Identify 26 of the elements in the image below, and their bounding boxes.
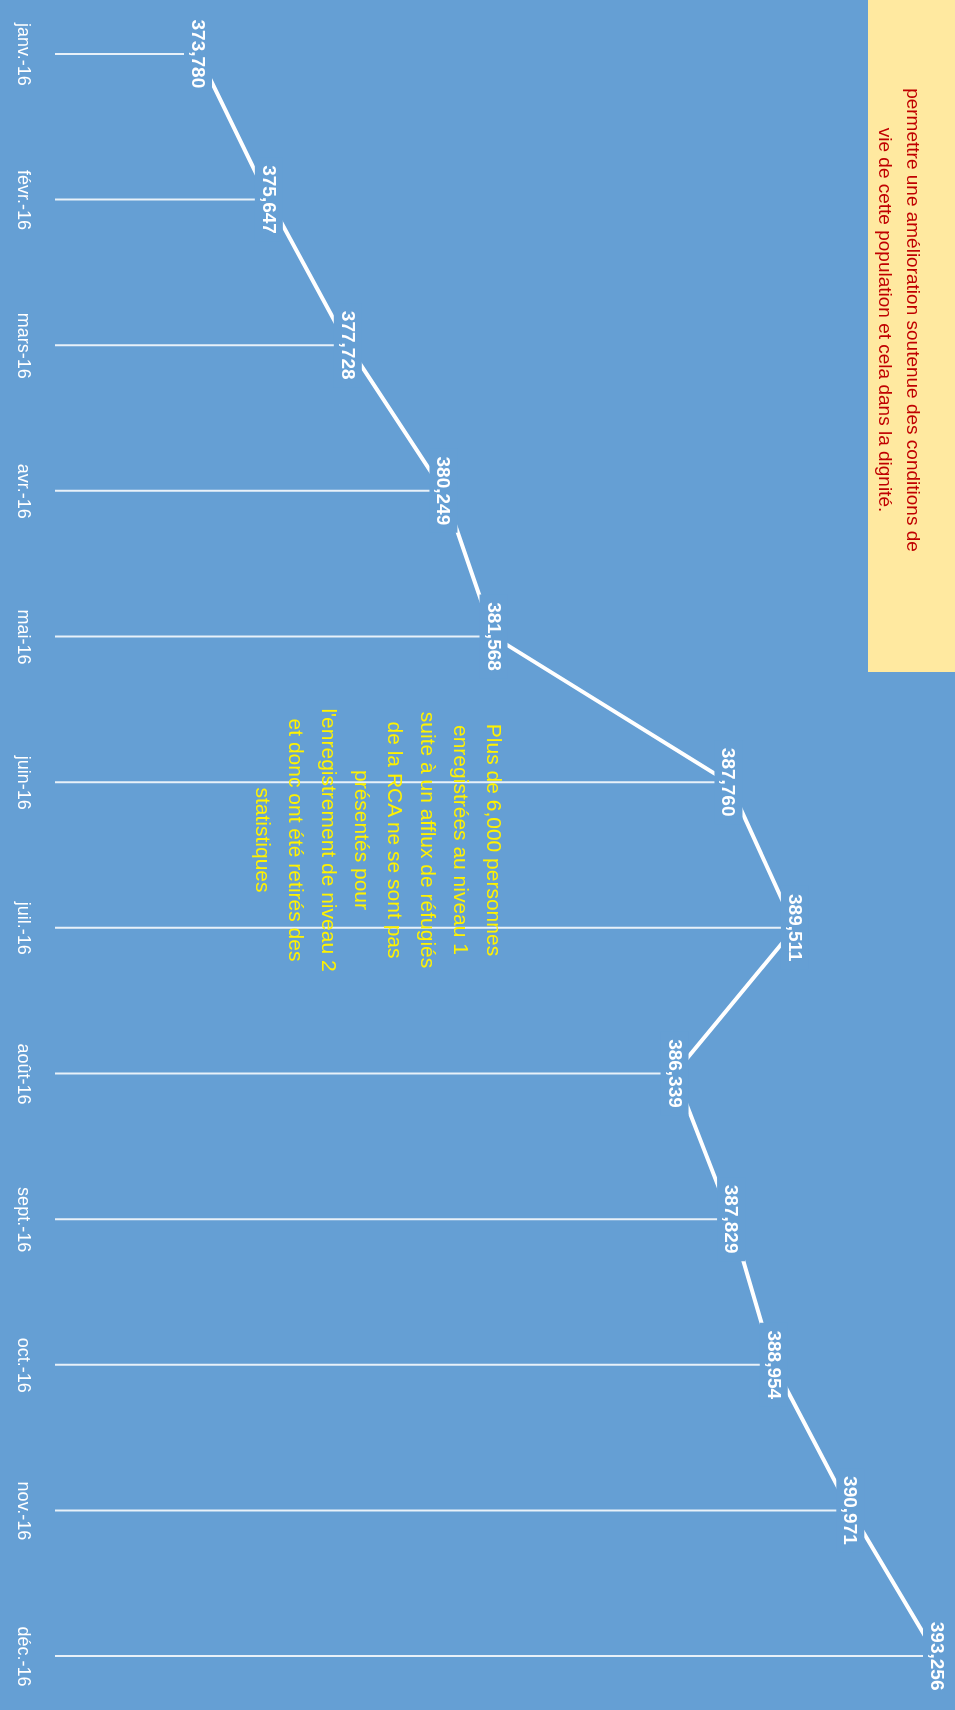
- data-label: 377,728: [337, 310, 359, 380]
- annotation: Plus de 6,000 personnes enregistrées au niveau 1 suite à un afflux de réfugiés de la RCA ne se sont pas présentés pour l'enregistrement de niveau 2 et donc ont été retirés des statistiques: [252, 708, 506, 972]
- data-label: 387,760: [718, 747, 740, 817]
- data-label: 390,971: [840, 1476, 862, 1546]
- y-tick-label: déc.-16: [13, 1626, 34, 1687]
- y-tick-label: janv.-16: [13, 22, 34, 86]
- y-tick-label: mars-16: [13, 312, 34, 379]
- data-label: 386,339: [664, 1039, 686, 1108]
- data-label: 387,829: [721, 1184, 743, 1254]
- y-tick-label: nov.-16: [13, 1481, 34, 1541]
- data-label: 373,780: [188, 19, 209, 89]
- y-tick-label: oct.-16: [13, 1337, 34, 1393]
- y-tick-label: mai-16: [13, 609, 34, 665]
- y-tick-label: juin-16: [13, 754, 34, 810]
- y-tick-label: févr.-16: [13, 170, 34, 231]
- annotation: permettre une amélioration soutenue des conditions de vie de cette population et cela dans la dignité.: [875, 88, 924, 552]
- data-label: 389,511: [784, 894, 806, 963]
- y-tick-label: avr.-16: [13, 463, 34, 519]
- data-label: 381,568: [483, 602, 505, 671]
- data-label: 375,647: [258, 165, 280, 234]
- y-tick-label: août-16: [13, 1043, 34, 1105]
- y-tick-label: juil.-16: [13, 900, 34, 955]
- y-tick-label: sept.-16: [13, 1187, 34, 1253]
- data-label: 380,249: [433, 456, 455, 526]
- data-label: 388,954: [763, 1330, 785, 1400]
- data-label: 393,256: [927, 1621, 948, 1691]
